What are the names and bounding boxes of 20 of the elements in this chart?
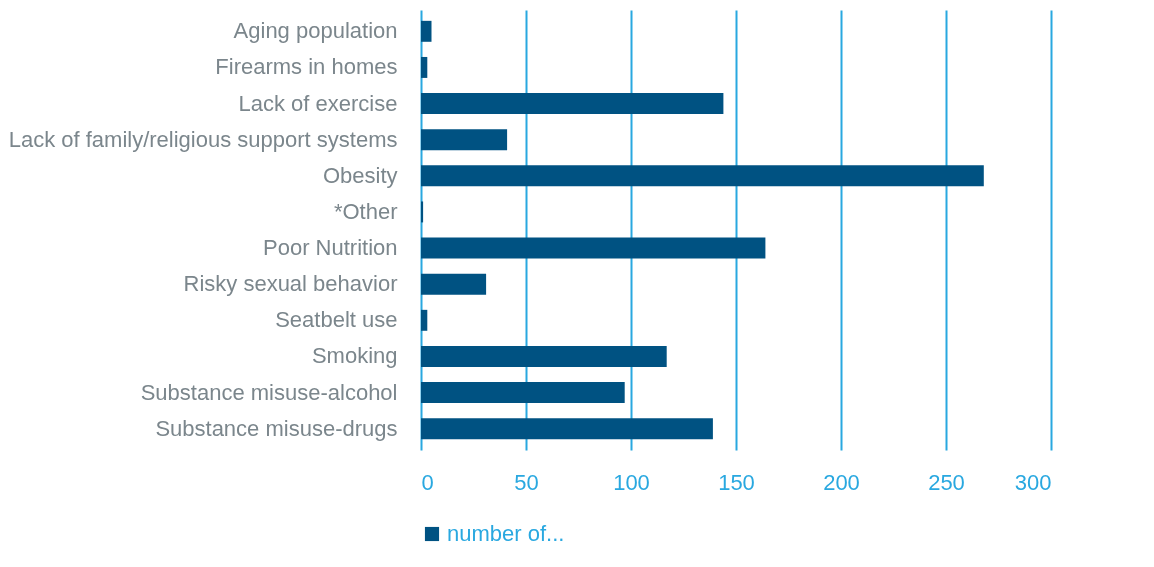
x-tick-label: 300 [1014,469,1052,495]
y-tick-label: Lack of family/religious support systems [8,126,398,152]
y-tick-label: Seatbelt use [275,307,398,333]
y-tick-label: Substance misuse-alcohol [140,379,398,405]
y-tick-label: Aging population [233,18,398,44]
x-tick-label: 0 [421,469,434,495]
y-tick-label: Smoking [311,343,398,369]
y-tick-label: Obesity [322,162,398,188]
y-tick-label: Risky sexual behavior [183,271,398,297]
x-tick-label: 200 [823,469,860,495]
x-tick-label: 50 [514,469,539,495]
y-tick-label: Lack of exercise [238,90,398,116]
x-tick-label: 250 [928,469,965,495]
y-tick-label: Poor Nutrition [262,235,398,261]
y-tick-label: Substance misuse-drugs [155,415,398,441]
y-tick-label: Firearms in homes [215,54,398,80]
x-tick-label: 100 [613,469,650,495]
y-tick-label: *Other [333,198,398,224]
legend-label: number of... [447,521,565,546]
x-tick-label: 150 [718,469,755,495]
